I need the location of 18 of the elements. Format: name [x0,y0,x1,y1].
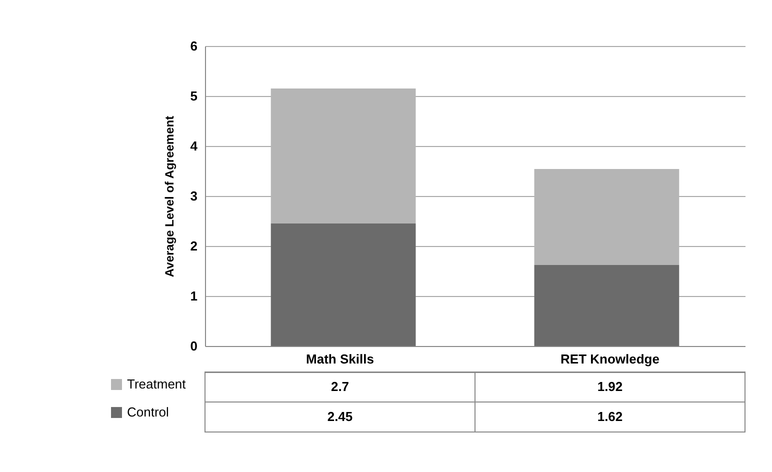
legend-label: Control [127,404,170,420]
data-label: 1.92 [597,379,623,394]
data-label: 2.45 [327,409,353,424]
y-tick-label: 5 [190,88,198,104]
legend-label: Treatment [127,376,186,392]
y-axis-title: Average Level of Agreement [162,116,176,278]
bar [534,265,680,346]
y-tick-label: 4 [190,138,198,154]
y-tick-label: 3 [190,188,198,204]
x-tick-label: Math Skills [306,352,374,366]
y-tick-label: 1 [190,288,198,304]
y-tick-label: 2 [190,238,198,254]
data-label: 1.62 [597,409,623,424]
y-tick-label: 6 [190,38,198,54]
y-tick-label: 0 [190,338,198,354]
data-label: 2.7 [330,379,350,394]
x-tick-label: RET Knowledge [560,352,660,366]
bar [270,224,416,346]
